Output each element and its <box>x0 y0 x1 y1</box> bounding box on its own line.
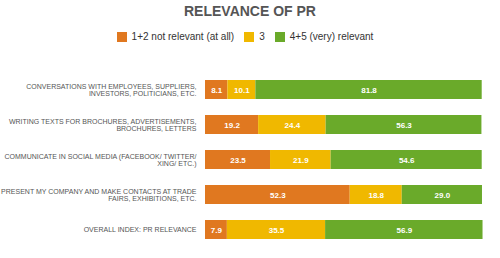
svg-text:CONVERSATIONS WITH EMPLOYEES,: CONVERSATIONS WITH EMPLOYEES, SUPPLIERS,… <box>26 83 196 97</box>
svg-text:18.8: 18.8 <box>368 191 384 200</box>
html-text:1+2 not relevant (at all): 1+2 not relevant (at all) <box>131 31 235 42</box>
svg-text:WRITING TEXTS FOR BROCHURES, A: WRITING TEXTS FOR BROCHURES, ADVERTISEME… <box>9 118 197 132</box>
svg-text:56.3: 56.3 <box>396 121 412 130</box>
html-text:4+5 (very) relevant: 4+5 (very) relevant <box>289 31 374 42</box>
svg-text:54.6: 54.6 <box>399 156 415 165</box>
svg-text:81.8: 81.8 <box>361 86 377 95</box>
svg-text:PRESENT MY COMPANY AND MAKE CO: PRESENT MY COMPANY AND MAKE CONTACTS AT … <box>1 188 197 202</box>
svg-text:23.5: 23.5 <box>230 156 246 165</box>
svg-text:7.9: 7.9 <box>211 226 223 235</box>
svg-text:19.2: 19.2 <box>224 121 240 130</box>
html-text:RELEVANCE OF PR: RELEVANCE OF PR <box>184 3 316 19</box>
svg-text:52.3: 52.3 <box>270 191 286 200</box>
svg-text:24.4: 24.4 <box>285 121 301 130</box>
svg-text:8.1: 8.1 <box>211 86 223 95</box>
html-text:3: 3 <box>259 31 265 42</box>
svg-text:35.5: 35.5 <box>269 226 285 235</box>
svg-text:29.0: 29.0 <box>435 191 451 200</box>
svg-text:21.9: 21.9 <box>293 156 309 165</box>
svg-text:COMMUNICATE IN SOCIAL MEDIA (F: COMMUNICATE IN SOCIAL MEDIA (FACEBOOK/ T… <box>5 153 197 168</box>
svg-text:56.9: 56.9 <box>397 226 413 235</box>
svg-text:OVERALL INDEX: PR RELEVANCE: OVERALL INDEX: PR RELEVANCE <box>84 226 197 233</box>
svg-text:10.1: 10.1 <box>234 86 250 95</box>
